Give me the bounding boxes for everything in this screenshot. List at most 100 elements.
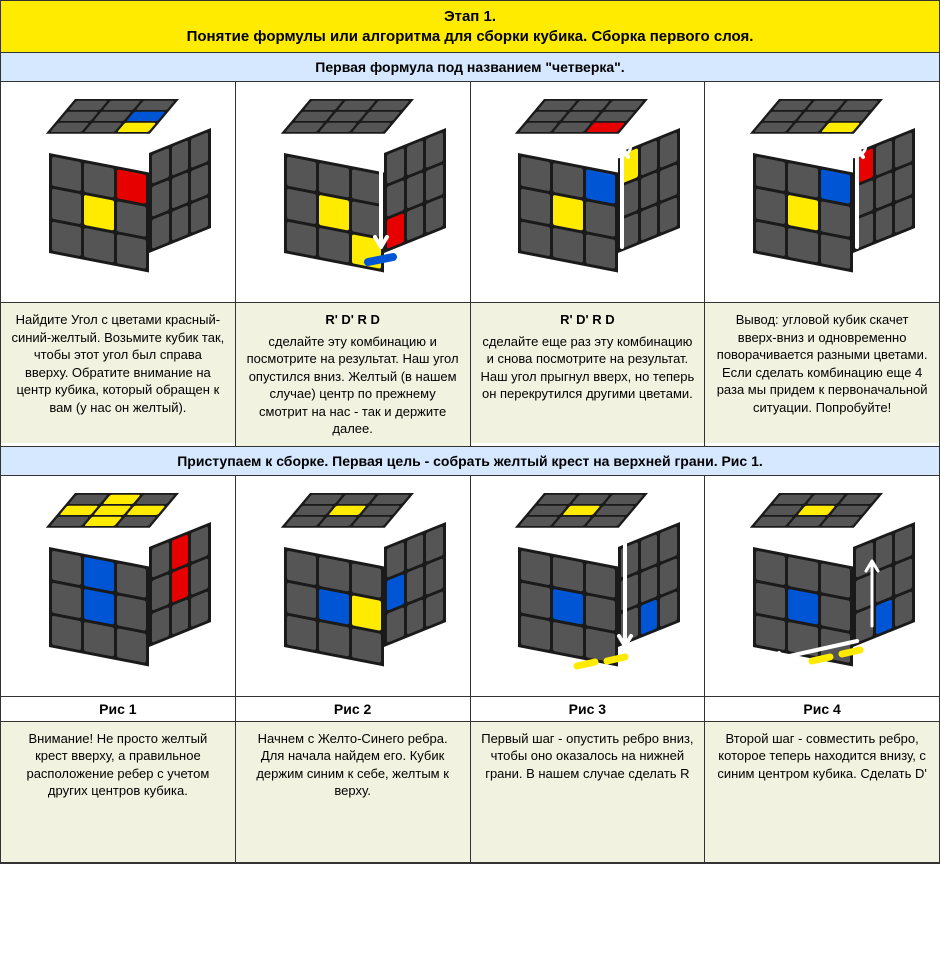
cubelet (554, 621, 583, 656)
cube (747, 501, 897, 671)
cubelet (529, 506, 567, 515)
cubelet (764, 506, 802, 515)
cubelet (191, 591, 208, 627)
cubelet (773, 101, 811, 110)
cubelet (856, 148, 873, 184)
cubelet (136, 101, 174, 110)
cubelet (84, 589, 113, 624)
cubelet (572, 495, 610, 504)
text-block: R' D' R Dсделайте еще раз эту комбинацию… (471, 303, 705, 443)
cubelet (191, 526, 208, 562)
cube-face-right (853, 522, 915, 647)
cubelet (84, 123, 122, 132)
cubelet (406, 205, 423, 241)
cubelet (821, 234, 850, 269)
cubelet (856, 574, 873, 610)
cubelet (352, 123, 390, 132)
cubelet (621, 542, 638, 578)
cubelet (351, 234, 380, 269)
cubelet (788, 589, 817, 624)
cubelet (521, 583, 550, 618)
cubelet (52, 221, 81, 256)
cube-face-front (49, 547, 149, 666)
cubelet (172, 205, 189, 241)
cubelet (351, 628, 380, 663)
cubelet (352, 517, 390, 526)
cubelet (69, 101, 107, 110)
cubelet (788, 557, 817, 592)
cubelet (788, 621, 817, 656)
cubelet (127, 506, 165, 515)
cubelet (152, 148, 169, 184)
cubelet (856, 213, 873, 249)
row2-text-0: Внимание! Не просто желтый крест вверху,… (1, 722, 236, 863)
cubelet (876, 205, 893, 241)
page: Этап 1. Понятие формулы или алгоритма дл… (0, 0, 940, 864)
cubelet (285, 123, 323, 132)
cubelet (406, 140, 423, 176)
cubelet (840, 101, 878, 110)
cubelet (856, 180, 873, 216)
cubelet (319, 589, 348, 624)
row2-cell-1 (236, 476, 471, 697)
subheader-2: Приступаем к сборке. Первая цель - собра… (1, 447, 939, 476)
text-block: Внимание! Не просто желтый крест вверху,… (1, 722, 235, 862)
cubelet (621, 574, 638, 610)
cubelet (426, 164, 443, 200)
cubelet (387, 542, 404, 578)
cubelet (102, 495, 140, 504)
description: сделайте еще раз эту комбинацию и снова … (481, 333, 695, 403)
row-2-cubes (1, 476, 939, 697)
row2-cell-0 (1, 476, 236, 697)
cubelet (756, 615, 785, 650)
cubelet (621, 180, 638, 216)
cubelet (895, 526, 912, 562)
row-2-texts: Внимание! Не просто желтый крест вверху,… (1, 722, 939, 863)
cubelet (554, 557, 583, 592)
description: Начнем с Желто-Синего ребра. Для начала … (246, 730, 460, 800)
cubelet (387, 180, 404, 216)
row2-text-3: Второй шаг - совместить ребро, которое т… (705, 722, 939, 863)
title-line2: Понятие формулы или алгоритма для сборки… (9, 27, 931, 47)
cubelet (822, 123, 860, 132)
cube-face-top (280, 493, 413, 528)
cubelet (172, 172, 189, 208)
cube-face-top (46, 493, 179, 528)
cubelet (554, 195, 583, 230)
cubelet (127, 112, 165, 121)
cubelet (586, 595, 615, 630)
cubelet (371, 101, 409, 110)
cubelet (406, 172, 423, 208)
cubelet (895, 591, 912, 627)
cube-area (236, 82, 470, 302)
cubelet (895, 164, 912, 200)
cubelet (754, 123, 792, 132)
cube-face-front (518, 547, 618, 666)
cubelet (93, 112, 131, 121)
cubelet (895, 197, 912, 233)
cubelet (84, 195, 113, 230)
text-block: R' D' R Dсделайте эту комбинацию и посмо… (236, 303, 470, 446)
subheader-1: Первая формула под названием "четверка". (1, 53, 939, 82)
cubelet (328, 112, 366, 121)
description: Второй шаг - совместить ребро, которое т… (715, 730, 929, 783)
cubelet (426, 197, 443, 233)
cubelet (351, 595, 380, 630)
cubelet (538, 495, 576, 504)
cubelet (605, 495, 643, 504)
cubelet (807, 101, 845, 110)
cubelet (406, 534, 423, 570)
caption-3: Рис 4 (705, 697, 939, 722)
cubelet (319, 621, 348, 656)
cubelet (521, 615, 550, 650)
cube-face-right (149, 522, 211, 647)
row2-text-2: Первый шаг - опустить ребро вниз, чтобы … (471, 722, 706, 863)
text-block: Начнем с Желто-Синего ребра. Для начала … (236, 722, 470, 862)
cube-face-front (518, 153, 618, 272)
cube-area (471, 476, 705, 696)
cubelet (797, 506, 835, 515)
cubelet (788, 228, 817, 263)
cubelet (661, 164, 678, 200)
cube-face-front (284, 547, 384, 666)
cubelet (788, 517, 826, 526)
